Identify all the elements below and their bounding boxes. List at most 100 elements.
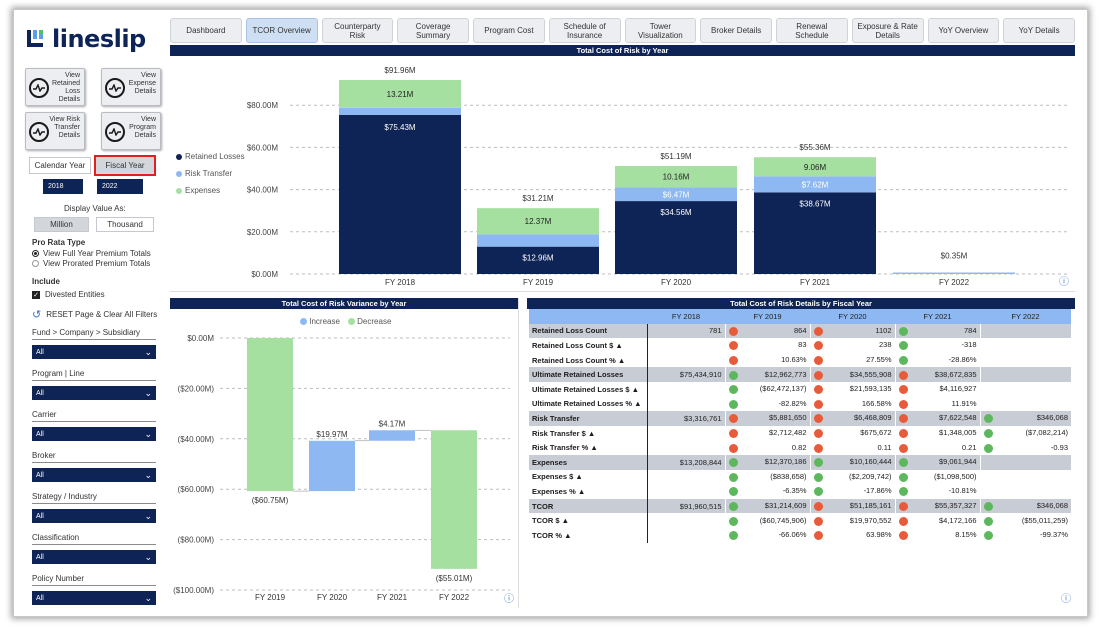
tab-counterparty-risk[interactable]: Counterparty Risk xyxy=(321,18,394,43)
bar-segment-risk-transfer[interactable] xyxy=(477,234,599,247)
segment-label: 9.06M xyxy=(804,163,827,172)
table-cell xyxy=(979,381,1071,397)
tab-program-cost[interactable]: Program Cost xyxy=(473,18,545,43)
bar-segment-risk-transfer[interactable] xyxy=(754,176,876,193)
filter-group: Broker All ⌄ xyxy=(32,451,158,492)
variance-legend: Increase Decrease xyxy=(300,317,391,326)
total-label: $31.21M xyxy=(522,194,553,203)
bar-segment-retained-losses[interactable] xyxy=(754,192,876,274)
thousand-toggle[interactable]: Thousand xyxy=(96,217,154,232)
filter-dropdown[interactable]: All ⌄ xyxy=(32,386,156,400)
info-icon[interactable]: ⓘ xyxy=(1061,594,1071,605)
bar-segment-expenses[interactable] xyxy=(339,79,461,108)
bar-segment-expenses[interactable] xyxy=(615,165,737,188)
filter-dropdown[interactable]: All ⌄ xyxy=(32,468,156,482)
unfavorable-status-icon xyxy=(898,531,908,541)
bar-segment-retained-losses[interactable] xyxy=(339,114,461,274)
info-icon[interactable]: ⓘ xyxy=(504,594,514,605)
tab-broker-details[interactable]: Broker Details xyxy=(700,18,772,43)
chevron-down-icon: ⌄ xyxy=(144,387,152,398)
filter-dropdown[interactable]: All ⌄ xyxy=(32,345,156,359)
logo-text: lineslip xyxy=(52,25,146,53)
legend-swatch xyxy=(300,318,307,326)
x-tick-label: FY 2018 xyxy=(385,278,416,287)
bar-segment-risk-transfer[interactable] xyxy=(615,187,737,202)
start-year-field[interactable]: 2018 xyxy=(43,179,83,194)
filter-group: Strategy / Industry All ⌄ xyxy=(32,492,158,533)
table-row: TCOR % ▲ -66.06% 63.98% 8.15% -99.37% xyxy=(529,527,1071,543)
tab-tcor-overview[interactable]: TCOR Overview xyxy=(245,18,318,43)
bar-segment-retained-losses[interactable] xyxy=(477,246,599,274)
tcor-variance-title: Total Cost of Risk Variance by Year xyxy=(170,298,518,309)
table-row: Expenses $13,208,844 $12,370,186 $10,160,44… xyxy=(529,454,1071,470)
unfavorable-status-icon xyxy=(728,356,738,366)
prorated-radio[interactable]: View Prorated Premium Totals xyxy=(32,259,150,268)
tab-tower-visualization[interactable]: Tower Visualization xyxy=(624,18,697,43)
tab-yoy-overview[interactable]: YoY Overview xyxy=(927,18,1000,43)
bar-segment-retained-losses[interactable] xyxy=(615,201,737,274)
waterfall-bar[interactable] xyxy=(309,440,355,492)
filter-divider xyxy=(32,421,156,422)
waterfall-bar[interactable] xyxy=(431,430,477,569)
unfavorable-status-icon xyxy=(728,429,738,439)
divested-entities-checkbox[interactable]: ✓ Divested Entities xyxy=(32,290,105,299)
tab-dashboard[interactable]: Dashboard xyxy=(170,18,242,43)
end-year-field[interactable]: 2022 xyxy=(97,179,143,194)
chevron-down-icon: ⌄ xyxy=(144,551,152,562)
favorable-status-icon xyxy=(898,472,908,482)
y-tick-label: $60.00M xyxy=(247,143,278,152)
unfavorable-status-icon xyxy=(898,370,908,380)
info-icon[interactable]: ⓘ xyxy=(1059,277,1069,288)
table-cell xyxy=(647,426,725,441)
value-label: ($60.75M) xyxy=(252,496,289,505)
favorable-status-icon xyxy=(898,458,908,468)
y-tick-label: $80.00M xyxy=(247,101,278,110)
view-retained-loss-button[interactable]: View Retained Loss Details xyxy=(25,68,85,106)
bar-segment-expenses[interactable] xyxy=(477,208,599,235)
filter-dropdown[interactable]: All ⌄ xyxy=(32,550,156,564)
view-expense-button[interactable]: View Expense Details xyxy=(101,68,161,106)
table-cell: 238 xyxy=(809,338,895,353)
million-toggle[interactable]: Million xyxy=(34,217,89,232)
tab-schedule-of-insurance[interactable]: Schedule of Insurance xyxy=(548,18,621,43)
filter-divider xyxy=(32,585,156,586)
table-cell: $4,172,166 xyxy=(894,513,980,528)
calendar-year-toggle[interactable]: Calendar Year xyxy=(29,157,91,174)
tab-renewal-schedule[interactable]: Renewal Schedule xyxy=(776,18,848,43)
unfavorable-status-icon xyxy=(813,385,823,395)
table-cell: $6,468,809 xyxy=(809,411,895,426)
waterfall-bar[interactable] xyxy=(247,338,293,492)
tab-exposure-rate-details[interactable]: Exposure & Rate Details xyxy=(851,18,924,43)
favorable-status-icon xyxy=(728,531,738,541)
filter-dropdown[interactable]: All ⌄ xyxy=(32,509,156,523)
y-tick-label: $0.00M xyxy=(187,334,214,343)
bar-segment-expenses[interactable] xyxy=(754,157,876,177)
legend-swatch xyxy=(176,187,182,194)
y-tick-label: $20.00M xyxy=(247,228,278,237)
total-label: $55.36M xyxy=(799,143,830,152)
filter-divider xyxy=(32,380,156,381)
chart-search-icon xyxy=(105,122,125,142)
table-cell: $51,185,161 xyxy=(809,498,895,514)
favorable-status-icon xyxy=(728,370,738,380)
row-label: Expenses xyxy=(529,454,648,470)
tab-yoy-details[interactable]: YoY Details xyxy=(1003,18,1075,43)
bar-segment-risk-transfer[interactable] xyxy=(339,107,461,115)
table-cell: $13,208,844 xyxy=(647,454,725,470)
full-year-radio[interactable]: View Full Year Premium Totals xyxy=(32,249,151,258)
view-program-button[interactable]: View Program Details xyxy=(101,112,161,150)
table-cell: $7,622,548 xyxy=(894,411,980,426)
favorable-status-icon xyxy=(898,356,908,366)
fiscal-year-toggle[interactable]: Fiscal Year xyxy=(94,155,156,176)
row-label: Risk Transfer $ ▲ xyxy=(529,425,648,441)
waterfall-bar[interactable] xyxy=(369,430,415,441)
unfavorable-status-icon xyxy=(813,326,823,336)
table-cell: 781 xyxy=(647,323,725,339)
filter-dropdown[interactable]: All ⌄ xyxy=(32,591,156,605)
tab-coverage-summary[interactable]: Coverage Summary xyxy=(397,18,469,43)
view-risk-transfer-button[interactable]: View Risk Transfer Details xyxy=(25,112,85,150)
filter-dropdown[interactable]: All ⌄ xyxy=(32,427,156,441)
table-cell xyxy=(647,528,725,543)
reset-filters-button[interactable]: ↺ RESET Page & Clear All Filters xyxy=(32,309,158,321)
favorable-status-icon xyxy=(813,458,823,468)
